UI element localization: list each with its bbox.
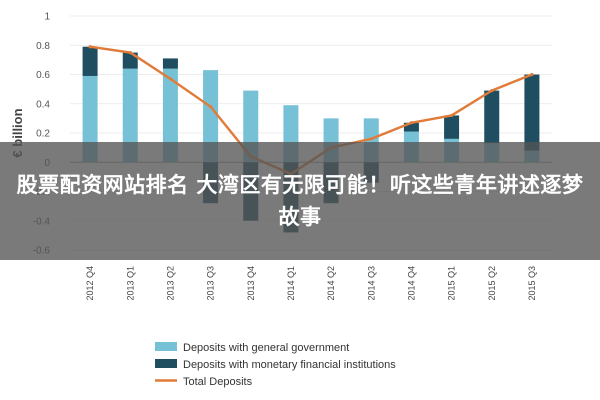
bar-general-government [122, 68, 138, 163]
legend-label: Total Deposits [183, 376, 253, 388]
bar-monetary-institutions [444, 115, 460, 139]
bar-monetary-institutions [403, 122, 419, 132]
overlay-title: 股票配资网站排名 大湾区有无限可能！听这些青年讲述逐梦故事 [16, 173, 584, 229]
bar-general-government [203, 70, 219, 163]
legend-item: Deposits with general government [155, 342, 349, 354]
x-tick-label: 2013 Q4 [246, 266, 256, 301]
bar-monetary-institutions [162, 58, 178, 69]
legend: Deposits with general government Deposits… [155, 342, 396, 388]
x-tick-label: 2014 Q1 [286, 266, 296, 301]
y-tick-label: 0.6 [36, 70, 50, 81]
bar-monetary-institutions [484, 90, 500, 144]
total-deposits-point [88, 45, 92, 49]
legend-item: Deposits with monetary financial institu… [155, 359, 396, 371]
x-tick-label: 2013 Q3 [206, 266, 216, 301]
total-deposits-point [409, 121, 414, 125]
y-tick-label: 0.8 [36, 41, 50, 52]
x-tick-label: 2013 Q1 [125, 266, 135, 301]
x-tick-label: 2015 Q3 [527, 266, 537, 301]
x-tick-label: 2013 Q2 [165, 266, 175, 301]
total-deposits-point [449, 113, 454, 118]
total-deposits-point [168, 77, 173, 81]
x-tick-label: 2015 Q1 [447, 266, 457, 301]
y-tick-label: 0.2 [36, 129, 50, 140]
total-deposits-point [490, 88, 494, 93]
x-tick-label: 2015 Q2 [487, 266, 497, 301]
legend-label: Deposits with general government [183, 342, 349, 354]
bar-monetary-institutions [524, 74, 540, 151]
x-tick-label: 2014 Q2 [326, 266, 336, 301]
total-deposits-point [369, 137, 373, 141]
y-tick-label: 1 [44, 12, 50, 23]
x-tick-label: 2014 Q4 [406, 266, 416, 301]
legend-swatch [155, 342, 177, 351]
total-deposits-point [128, 50, 132, 55]
bar-general-government [82, 75, 98, 163]
bar-monetary-institutions [82, 46, 98, 76]
total-deposits-point [530, 72, 534, 77]
legend-swatch [155, 359, 177, 368]
bar-monetary-institutions [122, 52, 138, 69]
y-tick-label: 0.4 [36, 99, 50, 110]
bar-general-government [162, 68, 178, 163]
overlay-banner: 股票配资网站排名 大湾区有无限可能！听这些青年讲述逐梦故事 [0, 142, 600, 260]
legend-label: Deposits with monetary financial institu… [183, 359, 396, 371]
legend-item: Total Deposits [155, 376, 253, 388]
x-tick-label: 2014 Q3 [366, 266, 376, 301]
x-tick-label: 2012 Q4 [85, 266, 95, 301]
total-deposits-point [208, 105, 213, 109]
